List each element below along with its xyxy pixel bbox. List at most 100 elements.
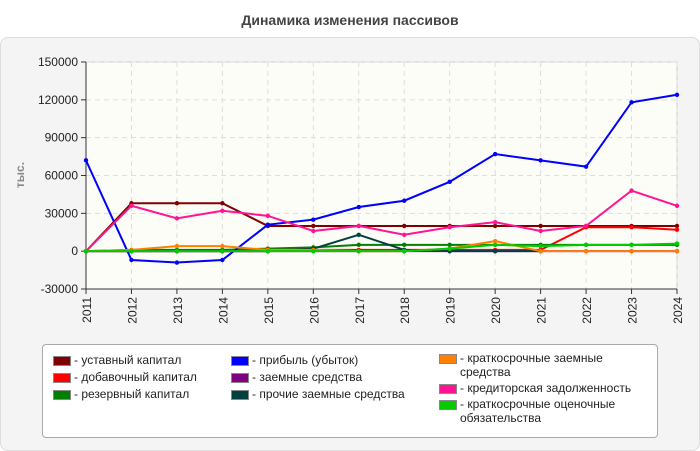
data-point <box>220 248 225 254</box>
data-point <box>583 164 589 169</box>
data-point <box>402 248 407 254</box>
y-tick-label: 60000 <box>45 169 79 183</box>
data-point <box>447 246 452 251</box>
data-point <box>629 242 634 248</box>
data-point <box>220 208 225 214</box>
x-tick-label: 2023 <box>626 297 640 324</box>
legend-item[interactable]: - добавочный капитал <box>53 370 253 384</box>
legend-label: - резервный капитал <box>74 387 190 401</box>
legend-swatch <box>439 354 457 364</box>
legend-swatch <box>53 356 71 366</box>
data-point <box>447 179 452 185</box>
data-point <box>356 248 361 254</box>
x-tick-label: 2017 <box>353 297 367 324</box>
plot-area <box>85 61 678 290</box>
data-point <box>629 100 634 105</box>
legend-item[interactable]: - прибыль (убыток) <box>231 353 431 367</box>
data-point <box>265 213 271 219</box>
x-tick-label: 2020 <box>489 297 503 324</box>
x-tick-label: 2011 <box>80 297 94 323</box>
data-point <box>220 257 225 263</box>
series-line <box>85 189 678 252</box>
legend-swatch <box>53 373 71 383</box>
data-point <box>492 151 498 157</box>
legend-item[interactable]: - уставный капитал <box>53 353 253 367</box>
data-point <box>220 243 225 249</box>
x-tick-label: 2018 <box>398 297 412 324</box>
x-tick-label: 2014 <box>216 297 230 324</box>
legend-item[interactable]: - краткосрочные оценочные обязательства <box>439 397 639 425</box>
legend-label: - краткосрочные оценочные обязательства <box>460 397 616 425</box>
legend-item[interactable]: - прочие заемные средства <box>231 387 431 401</box>
data-point <box>492 219 498 225</box>
data-point <box>311 217 316 222</box>
data-point <box>629 225 634 230</box>
legend-label: - кредиторская задолженность <box>460 381 632 395</box>
data-point <box>129 257 134 263</box>
legend-item[interactable]: - кредиторская задолженность <box>439 381 639 395</box>
data-point <box>356 242 361 248</box>
legend-item[interactable]: - краткосрочные заемные средства <box>439 351 639 379</box>
data-point <box>583 248 589 254</box>
data-point <box>402 232 407 237</box>
data-point <box>129 203 134 208</box>
legend-label: - краткосрочные заемные средства <box>460 351 603 379</box>
series-line <box>85 93 678 264</box>
y-axis-label: тыс. <box>13 162 27 188</box>
data-point <box>629 248 634 254</box>
data-point <box>129 248 134 254</box>
x-tick-label: 2012 <box>125 297 139 324</box>
legend: - уставный капитал - добавочный капитал - … <box>42 344 658 438</box>
legend-swatch <box>231 373 249 383</box>
data-point <box>402 223 407 229</box>
data-point <box>447 242 452 248</box>
data-point <box>311 223 316 229</box>
data-point <box>402 198 407 203</box>
data-point <box>538 223 543 229</box>
x-tick-label: 2015 <box>262 297 276 324</box>
x-tick-label: 2021 <box>535 297 549 324</box>
y-tick-label: 90000 <box>45 131 79 145</box>
data-point <box>265 222 271 227</box>
chart-title: Динамика изменения пассивов <box>241 12 459 28</box>
legend-swatch <box>231 356 249 366</box>
data-point <box>174 243 180 249</box>
data-point <box>674 203 680 208</box>
data-point <box>538 243 543 249</box>
data-point <box>220 201 225 206</box>
legend-label: - уставный капитал <box>74 353 182 367</box>
y-tick-label: 120000 <box>38 93 78 107</box>
legend-swatch <box>53 390 71 400</box>
data-point <box>311 228 316 234</box>
legend-label: - заемные средства <box>252 370 363 384</box>
data-point <box>674 223 680 229</box>
legend-item[interactable]: - резервный капитал <box>53 387 253 401</box>
data-point <box>265 248 271 254</box>
y-tick-label: 30000 <box>45 206 79 220</box>
x-tick-label: 2019 <box>444 297 458 324</box>
data-point <box>356 232 361 237</box>
series-line <box>86 242 678 253</box>
x-tick-label: 2013 <box>171 297 185 324</box>
data-point <box>174 201 180 206</box>
data-point <box>583 223 589 229</box>
data-point <box>492 238 498 244</box>
data-point <box>674 227 680 232</box>
y-tick-label: -30000 <box>41 282 79 296</box>
x-tick-label: 2022 <box>580 297 594 324</box>
data-point <box>538 228 543 234</box>
data-point <box>356 223 361 229</box>
legend-item[interactable]: - заемные средства <box>231 370 431 384</box>
data-point <box>538 158 543 163</box>
data-point <box>538 248 543 254</box>
x-tick-label: 2024 <box>671 297 685 324</box>
data-point <box>402 242 407 248</box>
chart-plot: -30000 0 30000 60000 90000 120000 150000 2011 20… <box>13 55 685 324</box>
data-point <box>356 204 361 210</box>
data-point <box>492 242 498 248</box>
legend-swatch <box>231 390 249 400</box>
data-point <box>174 260 180 265</box>
data-point <box>492 223 498 229</box>
data-point <box>174 248 180 254</box>
legend-label: - добавочный капитал <box>74 370 197 384</box>
